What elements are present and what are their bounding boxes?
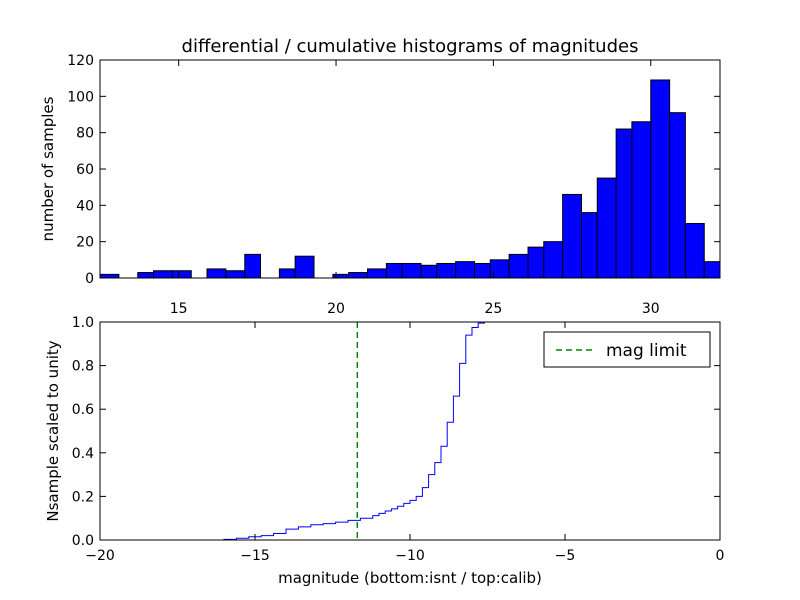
y-tick-label: 1.0: [72, 315, 94, 331]
histogram-bar: [332, 273, 350, 279]
histogram-bar: [581, 212, 598, 279]
y-tick-label: 0.4: [72, 446, 94, 462]
histogram-bar: [436, 262, 457, 279]
histogram-bar: [137, 272, 155, 279]
y-tick-label: 80: [76, 126, 94, 142]
histogram-bar: [385, 262, 403, 279]
histogram-bar: [508, 253, 529, 279]
legend: mag limit: [543, 331, 711, 368]
x-tick-label: −15: [240, 548, 270, 564]
histogram-bar: [684, 223, 705, 279]
top-y-axis-label: number of samples: [39, 96, 57, 241]
histogram-bar: [527, 246, 545, 279]
histogram-bar: [278, 268, 296, 279]
top-x-ticks: 15 20 25 30: [170, 60, 660, 317]
histogram-bar: [153, 270, 173, 279]
y-tick-label: 0: [85, 271, 94, 287]
x-tick-label: −20: [85, 548, 115, 564]
x-tick-label: 30: [642, 301, 660, 317]
y-tick-label: 0.2: [72, 489, 94, 505]
histogram-bar: [225, 270, 246, 279]
histogram-bar: [206, 268, 227, 279]
x-tick-label: 15: [170, 301, 188, 317]
chart-title: differential / cumulative histograms of …: [182, 36, 639, 57]
histogram-bar: [596, 177, 617, 279]
bottom-x-ticks: −20 −15 −10 −5 0: [85, 322, 724, 564]
bottom-y-axis-label: Nsample scaled to unity: [44, 340, 62, 521]
histogram-bar: [99, 273, 120, 279]
histogram-bar: [420, 264, 438, 279]
x-tick-label: 0: [716, 548, 725, 564]
histogram-bar: [367, 268, 387, 279]
histogram-bar: [543, 241, 564, 279]
histogram-bar: [562, 193, 583, 279]
x-tick-label: −5: [555, 548, 576, 564]
top-y-ticks: 0 20 40 60 80 100 120: [67, 53, 720, 287]
histogram-bar: [171, 270, 192, 279]
x-tick-label: 20: [327, 301, 345, 317]
histogram-bar: [703, 261, 721, 279]
histogram-bar: [455, 261, 476, 279]
y-tick-label: 60: [76, 162, 94, 178]
histogram-bar: [669, 112, 686, 279]
cumulative-step-line: [100, 321, 720, 541]
y-tick-label: 120: [67, 53, 94, 69]
histogram-bar: [294, 255, 315, 279]
histogram-bar: [650, 79, 671, 279]
cumulative-lines: [100, 321, 720, 541]
histogram-bar: [348, 272, 369, 279]
legend-label: mag limit: [606, 341, 687, 361]
histogram-bar: [631, 121, 652, 279]
x-tick-label: −10: [395, 548, 425, 564]
histogram-bar: [474, 262, 491, 279]
y-tick-label: 0.0: [72, 533, 94, 549]
histogram-bar: [401, 262, 422, 279]
x-tick-label: 25: [484, 301, 502, 317]
bottom-x-axis-label: magnitude (bottom:isnt / top:calib): [278, 569, 542, 587]
histogram-bars: [99, 79, 721, 279]
y-tick-label: 100: [67, 89, 94, 105]
histogram-bar: [244, 253, 262, 279]
y-tick-label: 0.8: [72, 359, 94, 375]
histogram-bar: [615, 128, 633, 279]
y-tick-label: 20: [76, 235, 94, 251]
bottom-y-ticks: 0.0 0.2 0.4 0.6 0.8 1.0: [72, 315, 720, 549]
y-tick-label: 0.6: [72, 402, 94, 418]
y-tick-label: 40: [76, 198, 94, 214]
